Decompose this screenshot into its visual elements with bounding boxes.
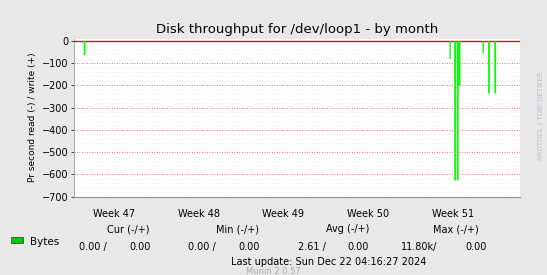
Text: Week 47: Week 47	[93, 209, 135, 219]
Text: Munin 2.0.57: Munin 2.0.57	[246, 267, 301, 275]
Text: RRDTOOL / TOBI OETIKER: RRDTOOL / TOBI OETIKER	[538, 71, 544, 160]
Text: Min (-/+): Min (-/+)	[217, 224, 259, 234]
Text: Week 48: Week 48	[178, 209, 220, 219]
Text: 0.00: 0.00	[238, 242, 260, 252]
Text: 11.80k/: 11.80k/	[401, 242, 438, 252]
Text: 0.00 /: 0.00 /	[188, 242, 216, 252]
Text: 2.61 /: 2.61 /	[298, 242, 325, 252]
Text: Max (-/+): Max (-/+)	[433, 224, 479, 234]
Text: 0.00: 0.00	[465, 242, 487, 252]
Text: Avg (-/+): Avg (-/+)	[325, 224, 369, 234]
Text: Week 49: Week 49	[263, 209, 304, 219]
Text: Week 50: Week 50	[347, 209, 389, 219]
Text: 0.00: 0.00	[348, 242, 369, 252]
Text: Last update: Sun Dec 22 04:16:27 2024: Last update: Sun Dec 22 04:16:27 2024	[230, 257, 426, 267]
Text: 0.00: 0.00	[129, 242, 150, 252]
Title: Disk throughput for /dev/loop1 - by month: Disk throughput for /dev/loop1 - by mont…	[156, 23, 438, 36]
Text: Week 51: Week 51	[432, 209, 474, 219]
Text: 0.00 /: 0.00 /	[79, 242, 107, 252]
Text: Bytes: Bytes	[30, 237, 59, 247]
Text: Cur (-/+): Cur (-/+)	[107, 224, 150, 234]
Y-axis label: Pr second read (-) / write (+): Pr second read (-) / write (+)	[28, 53, 38, 182]
